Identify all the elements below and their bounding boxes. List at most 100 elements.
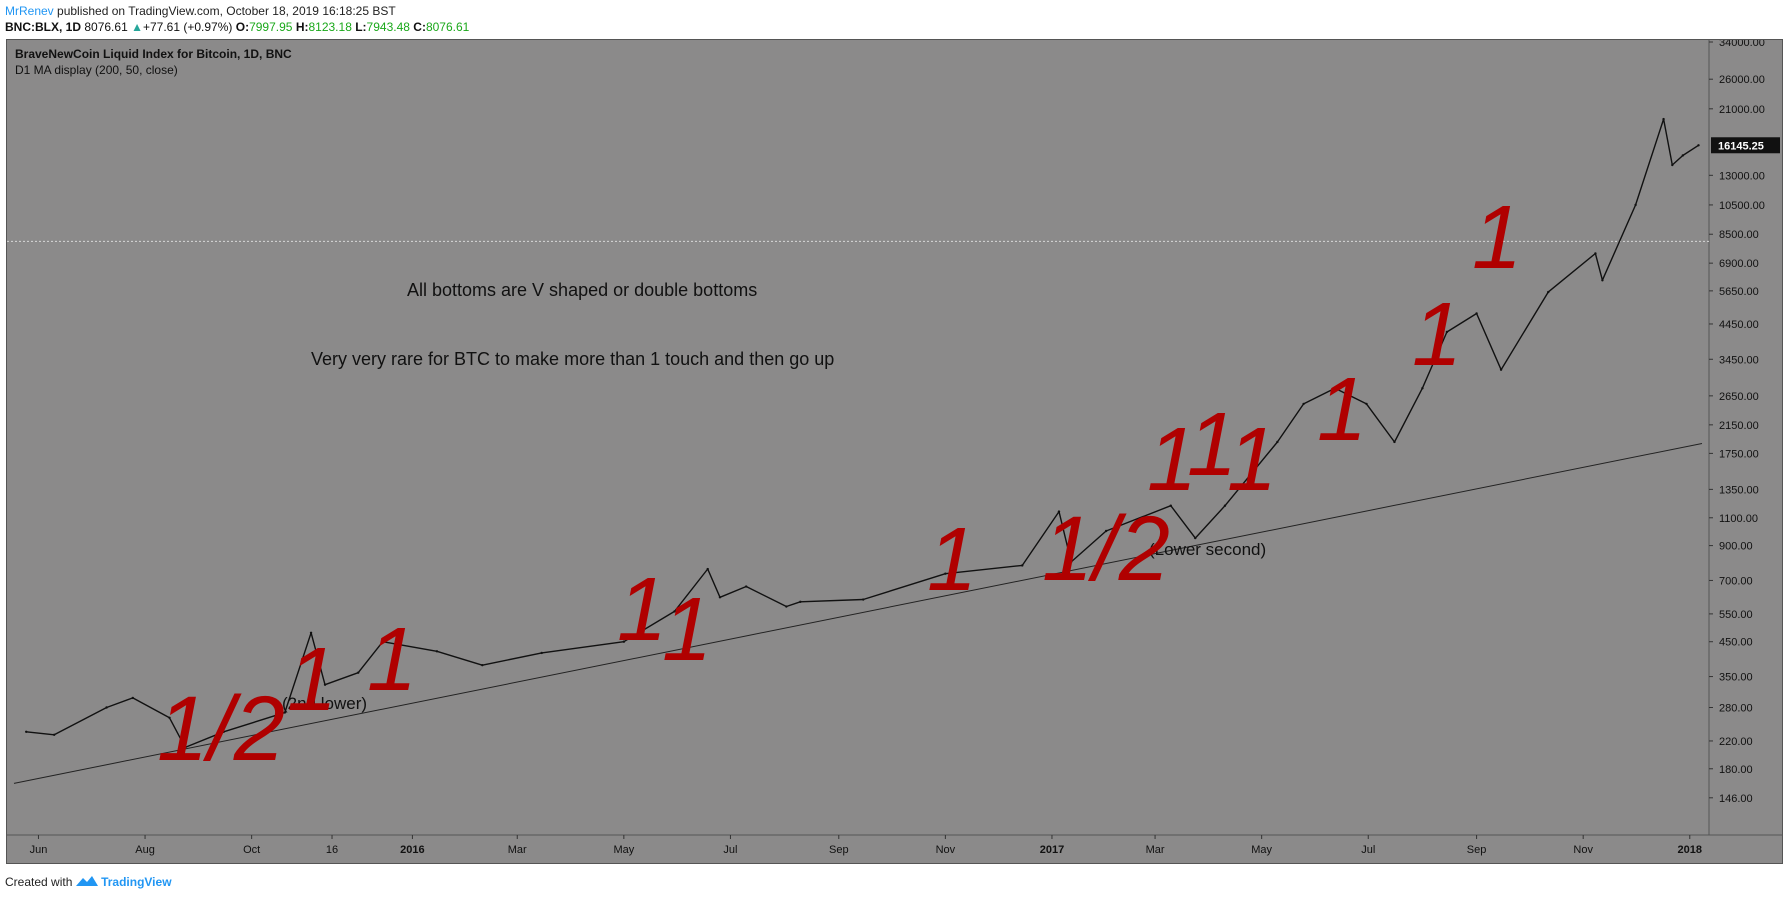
y-tick-label: 10500.00 [1719, 200, 1765, 212]
price-point [309, 631, 313, 634]
price-point [1697, 144, 1700, 147]
price-point [1302, 402, 1305, 406]
price-point [1421, 387, 1424, 390]
y-tick-label: 21000.00 [1719, 104, 1765, 116]
price-point [1365, 402, 1368, 406]
change-value: +77.61 (+0.97%) [142, 20, 233, 34]
close-value: 8076.61 [425, 20, 470, 34]
x-tick-label: Jun [30, 844, 48, 856]
price-point [1475, 312, 1478, 315]
x-tick-label: Jul [1361, 844, 1375, 856]
x-tick-label: 2016 [400, 844, 424, 856]
indicator-legend: D1 MA display (200, 50, close) [15, 63, 178, 77]
x-tick-label: May [1251, 844, 1272, 856]
y-tick-label: 900.00 [1719, 541, 1753, 553]
x-tick-label: Sep [829, 844, 849, 856]
red-mark-annotation: 1 [1187, 395, 1237, 495]
red-mark-annotation: 1/2 [1042, 498, 1170, 600]
price-point [799, 600, 802, 604]
x-tick-label: 2018 [1678, 844, 1702, 856]
price-point [184, 746, 187, 749]
y-tick-label: 1350.00 [1719, 484, 1759, 496]
price-point [718, 596, 722, 599]
price-point [1169, 504, 1172, 507]
y-tick-label: 4450.00 [1719, 319, 1759, 331]
y-tick-label: 5650.00 [1719, 286, 1759, 298]
y-tick-label: 700.00 [1719, 575, 1753, 587]
price-point [1445, 330, 1449, 334]
low-label: L: [355, 20, 367, 34]
price-point [1333, 387, 1337, 390]
price-point [1547, 290, 1550, 294]
price-point [1223, 504, 1227, 507]
x-tick-label: 16 [326, 844, 338, 856]
price-point [222, 730, 225, 734]
price-point [25, 730, 28, 734]
price-point [283, 711, 287, 714]
current-price-label: 16145.25 [1718, 140, 1764, 152]
low-value: 7943.48 [366, 20, 410, 34]
y-tick-label: 34000.00 [1719, 40, 1765, 49]
y-tick-label: 550.00 [1719, 609, 1753, 621]
up-arrow-icon: ▲ [131, 20, 143, 34]
price-point [1393, 440, 1396, 444]
y-tick-label: 2150.00 [1719, 420, 1759, 432]
red-mark-annotation: 1 [367, 610, 417, 710]
price-point [1021, 564, 1024, 567]
y-tick-label: 1750.00 [1719, 448, 1759, 460]
trend-line [13, 442, 1703, 784]
x-tick-label: Nov [936, 844, 956, 856]
author-link[interactable]: MrRenev [5, 4, 54, 18]
price-axis-area [1709, 40, 1782, 863]
price-point [862, 598, 865, 601]
tradingview-link[interactable]: TradingView [101, 875, 172, 889]
red-mark-annotation: 1/2 [157, 678, 285, 780]
footer: Created with TradingView [5, 875, 172, 889]
price-point [1671, 163, 1674, 167]
y-tick-label: 3450.00 [1719, 354, 1759, 366]
price-chart[interactable]: 34000.00 26000.00 21000.00 13000.00 10500.00… [7, 40, 1782, 863]
price-point [673, 610, 676, 613]
y-tick-label: 8500.00 [1719, 229, 1759, 241]
y-tick-label: 450.00 [1719, 637, 1753, 649]
price-point [1194, 536, 1197, 540]
created-with-text: Created with [5, 875, 73, 889]
symbol-label: BNC:BLX, 1D [5, 20, 82, 34]
price-point [323, 683, 327, 686]
chart-panel[interactable]: 34000.00 26000.00 21000.00 13000.00 10500.00… [6, 39, 1783, 864]
price-point [105, 706, 108, 709]
x-tick-label: Nov [1573, 844, 1593, 856]
price-point [944, 572, 947, 575]
red-mark-annotation: 1 [1147, 410, 1197, 510]
red-mark-annotation: 1 [1412, 285, 1462, 385]
price-point [131, 696, 135, 700]
x-tick-label: Jul [723, 844, 737, 856]
price-point [785, 605, 788, 608]
red-mark-annotation: 1 [662, 580, 712, 680]
red-mark-annotation: 1 [1317, 360, 1367, 460]
x-tick-label: May [613, 844, 634, 856]
y-tick-label: 1100.00 [1719, 513, 1758, 525]
price-point [1594, 252, 1597, 255]
x-tick-label: Oct [243, 844, 260, 856]
y-tick-label: 26000.00 [1719, 74, 1765, 86]
red-mark-annotation: 1 [617, 560, 667, 660]
x-tick-label: Mar [508, 844, 527, 856]
x-tick-label: Aug [135, 844, 155, 856]
price-point [481, 663, 484, 667]
high-label: H: [295, 20, 309, 34]
red-mark-annotation: 1 [1227, 410, 1277, 510]
price-point [1634, 203, 1637, 207]
price-point [52, 733, 56, 736]
price-point [1681, 154, 1684, 157]
price-point [357, 671, 360, 674]
close-label: C: [413, 20, 426, 34]
price-point [1276, 440, 1279, 444]
y-tick-label: 2650.00 [1719, 391, 1759, 403]
publish-info: MrRenev published on TradingView.com, Oc… [5, 4, 396, 18]
red-mark-annotation: 1 [287, 630, 337, 730]
y-tick-label: 146.00 [1719, 793, 1753, 805]
last-price: 8076.61 [84, 20, 128, 34]
price-point [706, 567, 709, 571]
annotation-lower-second: (Lower second) [1149, 540, 1266, 559]
